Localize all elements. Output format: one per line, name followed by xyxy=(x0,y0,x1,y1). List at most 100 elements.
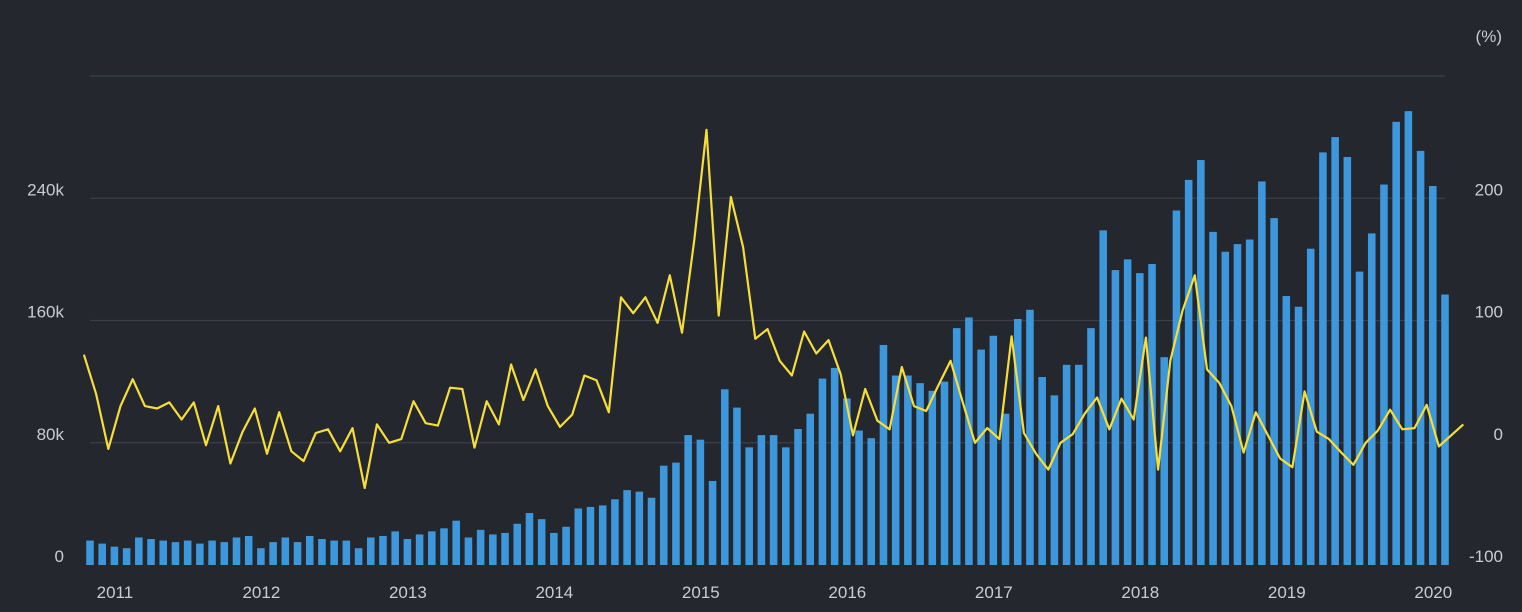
volume-bar xyxy=(110,546,119,565)
x-axis-tick-label: 2013 xyxy=(389,583,427,602)
volume-bar xyxy=(1233,244,1242,565)
volume-bar xyxy=(1111,270,1120,565)
volume-bar xyxy=(708,480,717,565)
volume-bar xyxy=(940,381,949,565)
volume-bar xyxy=(183,540,192,565)
volume-bar xyxy=(635,491,644,565)
volume-bar xyxy=(1429,186,1437,565)
volume-bar xyxy=(720,389,729,565)
volume-bar xyxy=(1306,248,1315,565)
x-axis-tick-label: 2012 xyxy=(242,583,280,602)
volume-bar xyxy=(855,430,863,565)
volume-bar xyxy=(818,378,827,565)
growth-line xyxy=(82,128,1465,490)
volume-bar xyxy=(330,540,338,565)
volume-bar xyxy=(513,523,522,565)
volume-bar xyxy=(403,539,412,565)
volume-bar xyxy=(428,531,436,565)
volume-bar xyxy=(952,328,961,565)
volume-bar xyxy=(391,531,399,565)
volume-bar xyxy=(562,526,570,565)
volume-bar xyxy=(342,540,351,565)
left-axis-tick-label: 80k xyxy=(37,425,65,444)
volume-bar xyxy=(1416,150,1425,566)
volume-bar xyxy=(1074,364,1083,565)
volume-bar xyxy=(305,535,314,565)
volume-bar xyxy=(879,344,888,565)
volume-bar xyxy=(867,438,876,565)
volume-bar xyxy=(293,542,302,565)
volume-bar xyxy=(1270,218,1278,565)
volume-bars xyxy=(86,111,1449,566)
volume-bar xyxy=(1062,364,1071,565)
volume-bar xyxy=(1221,251,1230,565)
volume-bar xyxy=(965,317,973,565)
volume-bar xyxy=(1367,233,1376,565)
volume-bar xyxy=(647,497,656,565)
volume-bar xyxy=(659,465,668,565)
volume-bar xyxy=(891,375,900,565)
volume-bar xyxy=(1197,160,1205,565)
volume-bar xyxy=(1404,111,1413,565)
volume-bar xyxy=(147,539,155,565)
x-axis-tick-label: 2018 xyxy=(1121,583,1159,602)
volume-bar xyxy=(794,428,802,565)
volume-bar xyxy=(733,407,741,565)
volume-bar xyxy=(928,390,937,565)
volume-bar xyxy=(122,548,131,565)
volume-bar xyxy=(171,542,180,565)
volume-bar xyxy=(1392,121,1400,565)
x-axis-tick-label: 2014 xyxy=(535,583,573,602)
volume-bar xyxy=(244,535,253,565)
volume-bar xyxy=(598,505,607,565)
right-axis-tick-label: 100 xyxy=(1475,303,1503,322)
volume-bar xyxy=(1013,318,1022,565)
volume-bar xyxy=(684,435,692,565)
volume-bar xyxy=(135,537,143,565)
right-axis-tick-label: 200 xyxy=(1475,180,1503,199)
volume-bar xyxy=(1331,137,1339,565)
volume-bar xyxy=(269,542,277,565)
volume-bar xyxy=(220,542,229,565)
x-axis-tick-label: 2017 xyxy=(975,583,1013,602)
volume-bar xyxy=(440,528,448,565)
right-axis-unit-label: (%) xyxy=(1476,27,1502,46)
volume-bar xyxy=(281,537,290,565)
volume-bar xyxy=(1282,296,1291,565)
volume-bar xyxy=(537,519,546,565)
volume-bar xyxy=(1343,156,1352,565)
volume-bar xyxy=(208,540,216,565)
volume-bar xyxy=(1001,413,1010,565)
volume-bar xyxy=(98,543,106,565)
volume-bar xyxy=(672,462,680,565)
volume-bar xyxy=(501,532,509,565)
grid-lines xyxy=(90,75,1445,444)
x-axis-tick-label: 2016 xyxy=(828,583,866,602)
x-axis-tick-label: 2011 xyxy=(97,583,134,602)
volume-bar xyxy=(318,539,326,565)
x-axis-tick-label: 2020 xyxy=(1414,583,1452,602)
volume-bar xyxy=(1050,395,1059,565)
volume-bar xyxy=(489,534,497,565)
right-axis: -100 0 100 200 xyxy=(1469,180,1503,566)
volume-bar xyxy=(196,543,204,565)
volume-bar xyxy=(696,439,705,565)
volume-bar xyxy=(1245,239,1254,565)
volume-bar xyxy=(1026,309,1034,565)
volume-bar xyxy=(806,413,815,565)
volume-bar xyxy=(159,540,168,565)
volume-bar xyxy=(366,537,375,565)
volume-bar xyxy=(769,435,778,565)
volume-bar xyxy=(989,335,998,565)
volume-bar xyxy=(452,520,461,565)
volume-bar xyxy=(257,548,265,565)
volume-bar xyxy=(1172,210,1181,565)
volume-bar xyxy=(354,548,363,565)
volume-bar xyxy=(1038,377,1046,565)
left-axis: 0 80k 160k 240k xyxy=(27,180,64,566)
volume-bar xyxy=(550,532,558,565)
volume-bar xyxy=(86,540,94,565)
volume-bar xyxy=(843,398,851,565)
volume-bar xyxy=(1160,357,1169,565)
